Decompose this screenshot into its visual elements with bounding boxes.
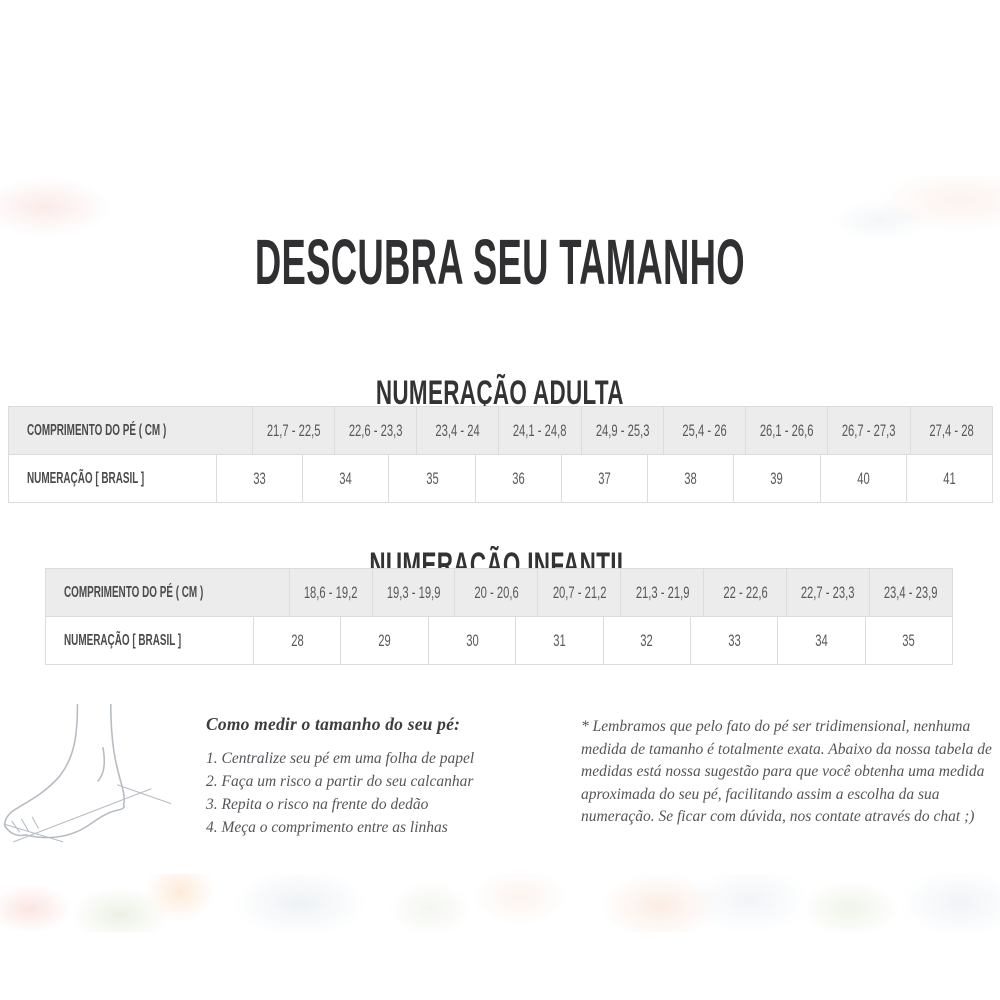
disclaimer-note: * Lembramos que pelo fato do pé ser trid…: [581, 718, 992, 825]
kids-size-table: COMPRIMENTO DO PÉ ( CM ) 18,6 - 19,2 19,3…: [45, 568, 953, 665]
background-art-bottom: [0, 874, 1000, 932]
size-number-values: 28 29 30 31 32 33 34 35: [253, 617, 952, 664]
measuring-step: 1. Centralize seu pé em uma folha de pap…: [206, 750, 475, 767]
table-row: COMPRIMENTO DO PÉ ( CM ) 21,7 - 22,5 22,6…: [9, 407, 992, 455]
foot-length-cell: 25,4 - 26: [662, 407, 745, 454]
size-number-cell: 39: [733, 455, 819, 502]
measuring-step: 4. Meça o comprimento entre as linhas: [206, 819, 448, 836]
foot-length-cell: 21,3 - 21,9: [620, 569, 703, 616]
foot-length-cell: 23,4 - 24: [416, 407, 498, 454]
measuring-instructions: Como medir o tamanho do seu pé: 1. Centr…: [206, 714, 576, 839]
foot-length-cell: 22,7 - 23,3: [786, 569, 869, 616]
foot-length-values: 21,7 - 22,5 22,6 - 23,3 23,4 - 24 24,1 - 24…: [251, 407, 992, 454]
foot-length-cell: 20,7 - 21,2: [537, 569, 620, 616]
size-number-cell: 31: [515, 617, 602, 664]
foot-length-cell: 23,4 - 23,9: [869, 569, 952, 616]
measuring-step: 2. Faça um risco a partir do seu calcanh…: [206, 773, 474, 790]
table-row: NUMERAÇÃO [ BRASIL ] 28 29 30 31 32 33 34 35: [46, 617, 952, 664]
table-row: COMPRIMENTO DO PÉ ( CM ) 18,6 - 19,2 19,3…: [46, 569, 952, 617]
foot-length-cell: 22 - 22,6: [703, 569, 786, 616]
foot-length-cell: 22,6 - 23,3: [333, 407, 416, 454]
foot-length-cell: 26,1 - 26,6: [745, 407, 827, 454]
size-number-cell: 34: [777, 617, 864, 664]
size-number-cell: 35: [864, 617, 952, 664]
foot-length-values: 18,6 - 19,2 19,3 - 19,9 20 - 20,6 20,7 - 21…: [288, 569, 952, 616]
foot-length-cell: 24,9 - 25,3: [580, 407, 663, 454]
size-number-cell: 28: [253, 617, 340, 664]
size-number-cell: 36: [474, 455, 561, 502]
size-number-cell: 38: [647, 455, 733, 502]
size-number-label: NUMERAÇÃO [ BRASIL ]: [27, 469, 145, 487]
measuring-instructions-heading: Como medir o tamanho do seu pé:: [206, 714, 461, 734]
adult-section-heading: NUMERAÇÃO ADULTA: [376, 374, 624, 413]
foot-length-cell: 26,7 - 27,3: [827, 407, 909, 454]
size-number-label: NUMERAÇÃO [ BRASIL ]: [64, 631, 182, 649]
size-number-cell: 33: [216, 455, 302, 502]
size-number-cell: 40: [819, 455, 906, 502]
size-number-cell: 34: [302, 455, 388, 502]
page-title: DESCUBRA SEU TAMANHO: [254, 225, 746, 298]
table-row: NUMERAÇÃO [ BRASIL ] 33 34 35 36 37 38 39 40 41: [9, 455, 992, 502]
size-number-values: 33 34 35 36 37 38 39 40 41: [216, 455, 992, 502]
adult-size-table: COMPRIMENTO DO PÉ ( CM ) 21,7 - 22,5 22,6…: [8, 406, 993, 503]
size-number-cell: 30: [427, 617, 515, 664]
foot-measurement-icon: [3, 703, 172, 843]
size-number-cell: 35: [388, 455, 474, 502]
measuring-steps: 1. Centralize seu pé em uma folha de pap…: [206, 747, 576, 839]
foot-length-cell: 18,6 - 19,2: [288, 569, 372, 616]
size-number-cell: 29: [340, 617, 427, 664]
foot-length-cell: 20 - 20,6: [454, 569, 537, 616]
size-number-cell: 33: [689, 617, 777, 664]
size-number-cell: 32: [602, 617, 690, 664]
foot-length-label: COMPRIMENTO DO PÉ ( CM ): [27, 421, 167, 439]
size-number-cell: 41: [905, 455, 992, 502]
foot-length-cell: 27,4 - 28: [909, 407, 992, 454]
size-number-cell: 37: [560, 455, 647, 502]
foot-length-cell: 21,7 - 22,5: [251, 407, 334, 454]
measuring-step: 3. Repita o risco na frente do dedão: [206, 796, 429, 813]
foot-length-cell: 24,1 - 24,8: [498, 407, 580, 454]
foot-length-cell: 19,3 - 19,9: [371, 569, 455, 616]
foot-length-label: COMPRIMENTO DO PÉ ( CM ): [64, 583, 204, 601]
